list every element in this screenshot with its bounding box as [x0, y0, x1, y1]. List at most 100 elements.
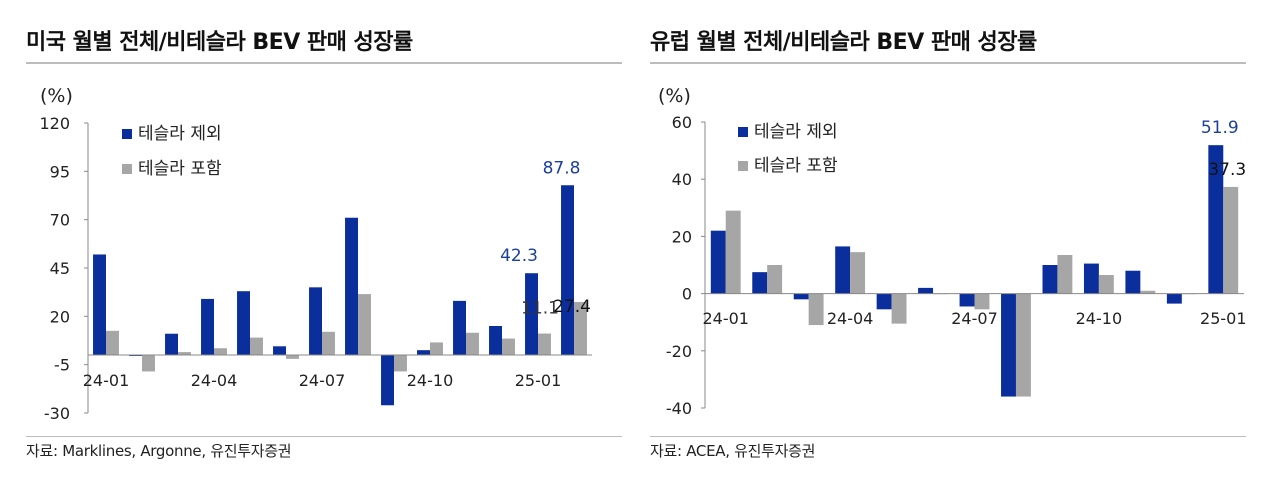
us-y-tick-label: -30	[44, 404, 70, 423]
eu-bar-excl-tesla-24-06	[918, 287, 934, 294]
us-bar-incl-tesla-24-02	[142, 355, 155, 372]
us-y-tick-label: 45	[50, 259, 70, 278]
us-bar-incl-tesla-24-08	[358, 294, 371, 355]
eu-x-tick-label: 25-01	[1200, 309, 1247, 328]
us-chart-title: 미국 월별 전체/비테슬라 BEV 판매 성장률	[26, 30, 413, 55]
us-y-tick-label: 120	[39, 114, 70, 133]
us-bar-excl-tesla-24-08	[345, 217, 358, 355]
us-y-unit-label: (%)	[40, 85, 73, 107]
us-bar-incl-tesla-24-06	[286, 355, 299, 359]
eu-y-tick-label: -40	[666, 399, 692, 418]
us-y-tick-label: 20	[50, 307, 70, 326]
us-data-label: 27.4	[553, 297, 591, 317]
us-bar-incl-tesla-24-11	[466, 332, 479, 355]
us-x-tick-label: 24-04	[191, 371, 238, 390]
eu-bar-excl-tesla-24-05	[876, 293, 892, 310]
us-data-label: 87.8	[543, 158, 581, 178]
us-title-divider	[26, 62, 622, 64]
us-bar-incl-tesla-24-05	[250, 337, 263, 355]
eu-bar-excl-tesla-24-01	[710, 230, 726, 294]
eu-chart-title: 유럽 월별 전체/비테슬라 BEV 판매 성장률	[650, 30, 1037, 55]
us-bar-chart: -30 -5 20 45 70 95 120 24-01 24-04 24-07 24-10 25-0…	[39, 114, 592, 423]
eu-bar-incl-tesla-25-01	[1223, 186, 1239, 294]
us-bar-incl-tesla-24-04	[214, 348, 227, 355]
us-bar-excl-tesla-24-09	[381, 355, 394, 406]
us-legend-swatch	[122, 129, 132, 139]
eu-y-tick-label: 0	[682, 285, 692, 304]
us-bar-incl-tesla-24-12	[502, 338, 515, 355]
us-x-tick-label: 24-10	[407, 371, 454, 390]
us-bar-excl-tesla-24-06	[273, 346, 286, 355]
eu-legend-swatch	[738, 161, 748, 171]
eu-bar-excl-tesla-24-03	[793, 293, 809, 300]
eu-y-tick-label: -20	[666, 342, 692, 361]
us-source-divider	[26, 436, 622, 437]
eu-bar-excl-tesla-24-10	[1083, 263, 1099, 294]
us-x-tick-label: 24-01	[83, 371, 130, 390]
us-bar-excl-tesla-24-07	[309, 287, 322, 355]
eu-data-label: 51.9	[1201, 118, 1239, 138]
us-legend-label: 테슬라 제외	[138, 124, 222, 144]
us-bar-excl-tesla-24-05	[237, 291, 250, 355]
us-bar-excl-tesla-25-01	[525, 273, 538, 355]
us-chart-panel: 미국 월별 전체/비테슬라 BEV 판매 성장률 (%) -30 -5 20 45 70…	[26, 0, 626, 487]
us-bar-excl-tesla-24-04	[201, 298, 214, 355]
us-bar-incl-tesla-24-09	[394, 355, 407, 372]
us-y-tick-label: 95	[50, 162, 70, 181]
eu-bar-excl-tesla-24-04	[835, 246, 851, 294]
eu-bar-excl-tesla-24-08	[1001, 293, 1016, 397]
us-x-tick-label: 25-01	[515, 371, 562, 390]
eu-bar-excl-tesla-24-07	[959, 293, 975, 307]
us-x-tick-label: 24-07	[299, 371, 346, 390]
eu-title-divider	[650, 62, 1246, 64]
eu-y-tick-label: 60	[672, 113, 692, 132]
us-bar-excl-tesla-25-02	[561, 185, 574, 355]
eu-bar-excl-tesla-24-12	[1166, 293, 1182, 304]
us-bar-incl-tesla-24-07	[322, 331, 335, 355]
eu-bar-excl-tesla-25-01	[1208, 145, 1224, 294]
us-bar-excl-tesla-24-11	[453, 300, 466, 355]
eu-bar-excl-tesla-24-11	[1125, 270, 1141, 294]
eu-bar-incl-tesla-24-10	[1098, 275, 1114, 294]
eu-x-tick-label: 24-10	[1076, 309, 1123, 328]
eu-bar-incl-tesla-24-05	[891, 293, 907, 324]
eu-y-unit-label: (%)	[658, 85, 691, 107]
us-bar-excl-tesla-24-12	[489, 326, 502, 355]
eu-bar-incl-tesla-24-09	[1057, 254, 1073, 294]
eu-bar-excl-tesla-24-09	[1042, 265, 1058, 294]
eu-x-tick-label: 24-04	[827, 309, 874, 328]
eu-chart-panel: 유럽 월별 전체/비테슬라 BEV 판매 성장률 (%) -40 -20 0 20 40…	[650, 0, 1250, 487]
us-legend-swatch	[122, 164, 132, 174]
eu-x-tick-label: 24-01	[702, 309, 749, 328]
eu-bar-incl-tesla-24-01	[725, 210, 741, 294]
us-bar-excl-tesla-24-01	[93, 254, 106, 355]
us-bar-incl-tesla-24-03	[178, 352, 191, 355]
eu-bar-incl-tesla-24-04	[850, 252, 866, 294]
eu-bar-incl-tesla-24-07	[974, 293, 990, 310]
eu-bar-incl-tesla-24-02	[767, 265, 783, 294]
eu-y-tick-label: 20	[672, 227, 692, 246]
us-bar-excl-tesla-24-10	[417, 350, 430, 355]
eu-legend-label: 테슬라 포함	[754, 156, 838, 176]
eu-x-tick-label: 24-07	[951, 309, 998, 328]
us-legend-label: 테슬라 포함	[138, 159, 222, 179]
eu-bar-incl-tesla-24-03	[808, 293, 824, 326]
us-source-note: 자료: Marklines, Argonne, 유진투자증권	[26, 442, 292, 460]
us-bar-excl-tesla-24-03	[165, 333, 178, 355]
us-data-label: 11.1	[521, 299, 559, 319]
eu-source-note: 자료: ACEA, 유진투자증권	[650, 442, 816, 460]
eu-legend-swatch	[738, 127, 748, 137]
eu-bar-incl-tesla-24-08	[1015, 293, 1031, 397]
eu-bar-excl-tesla-24-02	[752, 272, 768, 294]
us-y-tick-label: -5	[54, 356, 70, 375]
us-bar-incl-tesla-24-01	[106, 330, 119, 355]
us-bar-incl-tesla-24-10	[430, 342, 443, 355]
eu-data-label: 37.3	[1208, 160, 1246, 180]
us-data-label: 42.3	[500, 246, 538, 266]
eu-y-tick-label: 40	[672, 170, 692, 189]
us-bar-incl-tesla-25-02	[574, 302, 587, 355]
us-bar-incl-tesla-25-01	[538, 333, 551, 355]
us-y-tick-label: 70	[50, 211, 70, 230]
eu-legend-label: 테슬라 제외	[754, 122, 838, 142]
eu-bar-chart: -40 -20 0 20 40 60 24-01 24-04 24-07 24-10 25-01 테슬…	[666, 113, 1247, 418]
